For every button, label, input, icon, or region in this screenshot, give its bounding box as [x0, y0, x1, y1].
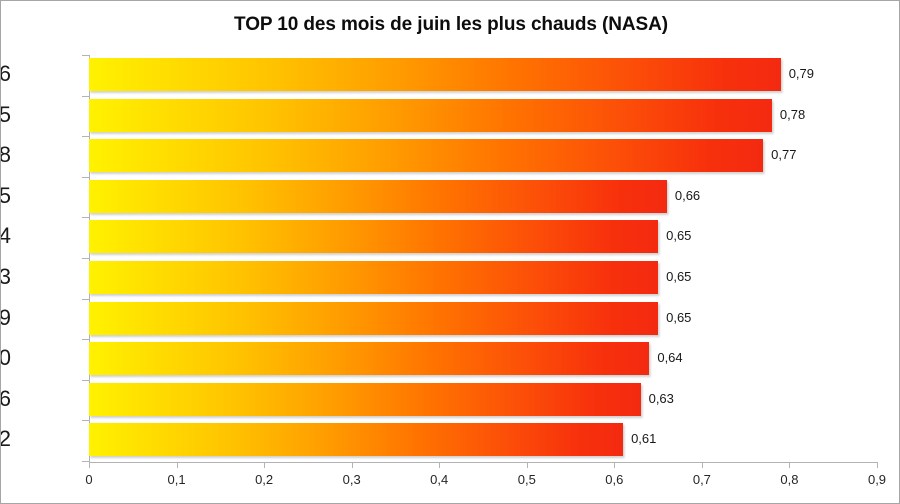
bar-row: 0,65: [89, 258, 877, 299]
value-tick-label: 0,1: [167, 472, 186, 487]
bar-2012[interactable]: [89, 423, 624, 457]
bar-row: 0,64: [89, 339, 877, 380]
value-tick: [614, 462, 616, 468]
value-tick: [789, 462, 791, 468]
bar-row: 0,63: [89, 380, 877, 421]
bar-2009[interactable]: [89, 301, 659, 335]
plot-area: 0,79 0,78 0,77 0,66 0,65 0,65 0,65 0,64 0,63 0,61: [89, 55, 877, 461]
category-label-2006: 2006: [1, 386, 11, 412]
category-tick: [82, 298, 89, 300]
bar-2015[interactable]: [89, 98, 772, 132]
value-tick: [439, 462, 441, 468]
bar-value-label: 0,65: [666, 309, 692, 325]
value-tick-label: 0,5: [517, 472, 536, 487]
bar-2013[interactable]: [89, 261, 659, 294]
bar-value-label: 0,63: [648, 390, 674, 406]
value-tick-label: 0,8: [780, 472, 799, 487]
bar-row: 0,66: [89, 177, 877, 218]
category-label-2009: 2009: [1, 305, 11, 331]
category-label-2014: 2014: [1, 223, 11, 249]
value-tick-label: 0,4: [430, 472, 449, 487]
category-tick: [82, 176, 89, 178]
bar-value-label: 0,77: [771, 147, 797, 163]
bar-row: 0,65: [89, 217, 877, 258]
bar-value-label: 0,66: [674, 187, 701, 203]
category-tick: [82, 379, 89, 381]
category-tick: [82, 420, 89, 422]
value-tick-label: 0,7: [692, 472, 711, 487]
bar-2016[interactable]: [89, 58, 781, 91]
value-tick-label: 0,6: [605, 472, 624, 487]
bar-row: 0,61: [89, 420, 877, 461]
value-tick-label: 0: [85, 472, 93, 487]
value-tick: [89, 462, 90, 468]
value-tick: [264, 462, 266, 468]
value-tick-label: 0,2: [255, 472, 274, 487]
bar-row: 0,78: [89, 96, 877, 137]
bar-value-label: 0,78: [779, 106, 806, 122]
category-label-2013: 2013: [1, 264, 11, 290]
bar-value-label: 0,65: [666, 228, 692, 244]
category-tick: [82, 55, 89, 56]
value-tick-label: 0,9: [867, 472, 887, 487]
category-label-2005: 2005: [1, 183, 11, 209]
value-tick-label: 0,3: [342, 472, 361, 487]
category-tick: [82, 95, 89, 97]
bar-1998[interactable]: [89, 139, 764, 173]
bar-value-label: 0,79: [788, 66, 814, 81]
category-label-2012: 2012: [1, 426, 11, 452]
value-tick: [701, 462, 703, 468]
category-tick: [82, 136, 89, 138]
category-label-2016: 2016: [1, 61, 11, 87]
value-axis-line: [89, 462, 878, 463]
bar-row: 0,77: [89, 136, 877, 177]
category-tick: [82, 461, 89, 462]
value-tick: [351, 462, 353, 468]
category-tick: [82, 258, 89, 259]
category-tick: [82, 217, 89, 219]
bar-2010[interactable]: [89, 342, 650, 376]
value-tick: [176, 462, 178, 468]
category-label-2015: 2015: [1, 102, 11, 128]
bar-row: 0,79: [89, 55, 877, 96]
value-tick: [877, 462, 878, 468]
bar-2005[interactable]: [89, 179, 667, 213]
bar-value-label: 0,65: [666, 269, 692, 284]
bar-2006[interactable]: [89, 382, 641, 416]
bar-2014[interactable]: [89, 220, 659, 254]
category-tick: [82, 339, 89, 341]
bar-row: 0,65: [89, 299, 877, 340]
bar-value-label: 0,61: [631, 431, 657, 447]
category-label-1998: 1998: [1, 142, 11, 168]
category-label-2010: 2010: [1, 345, 11, 371]
bar-value-label: 0,64: [657, 350, 683, 366]
chart-title: TOP 10 des mois de juin les plus chauds …: [234, 14, 668, 35]
value-tick: [526, 462, 528, 468]
category-axis-line: [89, 55, 90, 462]
